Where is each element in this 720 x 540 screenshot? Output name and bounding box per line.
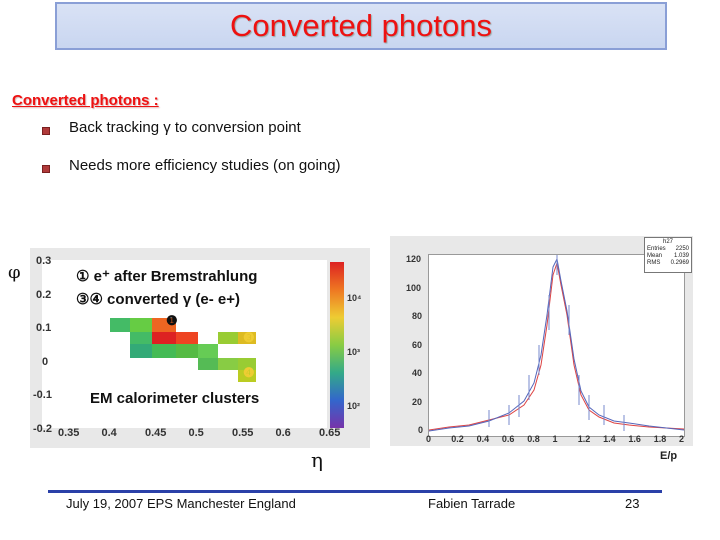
x-tick-label: 0.45 — [145, 427, 167, 439]
phi-axis-label: φ — [8, 262, 21, 283]
histogram-blue-line — [428, 257, 685, 432]
stats-row: Entries 2250 — [647, 246, 689, 253]
heatmap-cell — [152, 332, 176, 344]
marker-1: ❶ — [166, 313, 178, 328]
slide-title: Converted photons — [230, 8, 492, 43]
y-tick-label: 0 — [418, 425, 424, 435]
stats-row: Mean 1.039 — [647, 253, 689, 260]
y-tick-label: 40 — [412, 368, 423, 378]
stats-label: Entries — [647, 246, 666, 252]
footer-divider — [48, 490, 662, 493]
heatmap-cell — [238, 358, 256, 370]
histogram-error-bars — [488, 255, 625, 431]
bullet-text: Needs more efficiency studies (on going) — [69, 157, 341, 174]
y-tick-label: 80 — [412, 311, 423, 321]
x-tick-label: 0.6 — [275, 427, 291, 439]
heatmap-cell — [110, 318, 130, 332]
x-tick-label: 0.35 — [58, 427, 80, 439]
heatmap-cell — [176, 344, 198, 358]
x-tick-label: 0.2 — [451, 434, 464, 444]
annotation-converted: ③④ converted γ (e- e+) — [76, 291, 241, 308]
stats-value: 1.039 — [673, 253, 689, 259]
bullet-item: Back tracking γ to conversion point — [42, 119, 301, 136]
annotation-bremstrahlung: ① e⁺ after Bremstrahlung — [76, 268, 258, 285]
cluster-label: EM calorimeter clusters — [90, 390, 260, 407]
stats-value: 2250 — [675, 246, 689, 252]
x-tick-label: 0.8 — [527, 434, 540, 444]
x-tick-label: 0.55 — [232, 427, 254, 439]
x-tick-label: 0 — [426, 434, 432, 444]
histogram-name: h27 — [662, 239, 673, 245]
y-tick-label: 0 — [42, 355, 49, 368]
heatmap-cell — [130, 318, 152, 332]
x-tick-label: 1.2 — [577, 434, 591, 444]
y-tick-label: 120 — [406, 254, 422, 264]
x-tick-label: 0.6 — [501, 434, 515, 444]
section-subtitle: Converted photons : — [12, 92, 159, 109]
heatmap-cell — [176, 332, 198, 344]
stats-value: 0.2969 — [670, 260, 689, 266]
x-tick-label: 0.4 — [476, 434, 490, 444]
heatmap-cell — [238, 332, 256, 344]
heatmap-cell — [198, 344, 218, 358]
y-tick-label: 0.1 — [36, 322, 52, 334]
footer-page-number: 23 — [625, 496, 640, 511]
heatmap-cell — [198, 358, 218, 370]
marker-4: ❹ — [243, 365, 255, 380]
y-tick-label: -0.2 — [33, 422, 52, 435]
y-tick-label: -0.1 — [33, 389, 52, 401]
x-tick-label: 1 — [552, 434, 558, 444]
heatmap-cell — [130, 332, 152, 344]
color-scale-bar — [330, 262, 344, 428]
y-tick-label: 0.3 — [36, 255, 52, 267]
heatmap-cell — [130, 344, 152, 358]
histogram-stats-box: h27 Entries 2250 Mean 1.039 RMS 0.2969 — [644, 237, 692, 273]
marker-3: ❸ — [243, 330, 255, 345]
footer-event: July 19, 2007 EPS Manchester England — [66, 496, 296, 511]
y-tick-label: 60 — [412, 339, 423, 350]
ep-histogram-area — [428, 254, 685, 437]
y-tick-label: 0.2 — [36, 288, 52, 301]
bullet-icon — [42, 164, 50, 173]
histogram-red-line — [428, 262, 685, 431]
eta-axis-label: η — [311, 448, 323, 472]
heatmap-cell — [152, 318, 176, 332]
bullet-text: Back tracking γ to conversion point — [69, 119, 301, 136]
scale-tick-label: 10² — [347, 401, 361, 411]
ep-axis-label: E/p — [660, 450, 678, 462]
y-tick-label: 100 — [406, 282, 422, 293]
x-tick-label: 1.6 — [628, 434, 641, 444]
heatmap-cell — [218, 332, 238, 344]
ep-histogram-curves — [428, 255, 685, 432]
stats-label: Mean — [647, 253, 663, 259]
footer-author: Fabien Tarrade — [428, 496, 516, 511]
y-tick-label: 20 — [412, 396, 423, 407]
stats-row: RMS 0.2969 — [647, 260, 689, 267]
scale-tick-label: 10³ — [347, 347, 361, 357]
x-tick-label: 1.4 — [603, 434, 616, 444]
heatmap-cell — [238, 370, 256, 382]
title-box: Converted photons — [55, 2, 667, 50]
heatmap-cell — [218, 358, 238, 370]
heatmap-cell — [152, 344, 176, 358]
x-tick-label: 0.4 — [101, 427, 117, 439]
x-tick-label: 2 — [679, 434, 685, 444]
stats-label: RMS — [647, 260, 661, 266]
x-tick-label: 0.65 — [319, 427, 341, 439]
bullet-icon — [42, 126, 50, 135]
bullet-item: Needs more efficiency studies (on going) — [42, 157, 341, 174]
x-tick-label: 0.5 — [188, 427, 204, 439]
scale-tick-label: 10⁴ — [347, 293, 362, 303]
x-tick-label: 1.8 — [653, 434, 667, 444]
